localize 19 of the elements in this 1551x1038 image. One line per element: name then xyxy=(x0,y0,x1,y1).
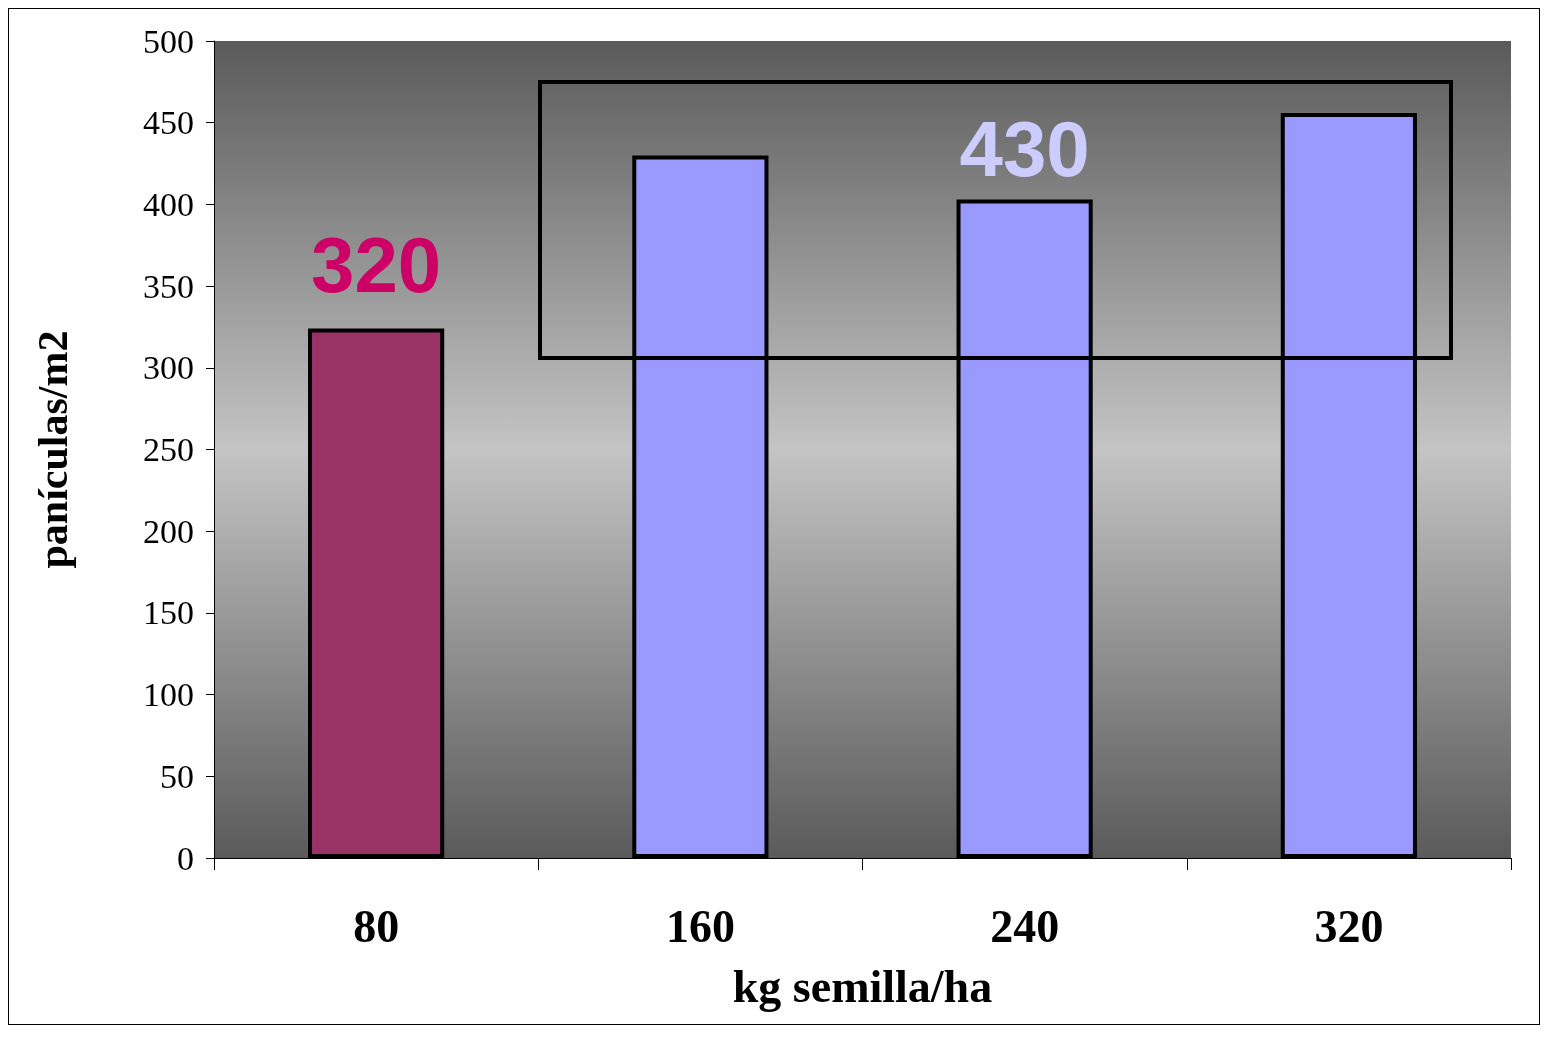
y-tick-label: 150 xyxy=(143,594,194,632)
x-tick-label: 160 xyxy=(665,900,735,952)
x-axis-title: kg semilla/ha xyxy=(732,960,993,1012)
y-tick-label: 50 xyxy=(160,757,194,795)
y-tick-label: 250 xyxy=(143,431,194,468)
y-tick-label: 300 xyxy=(143,349,194,387)
x-tick-label: 80 xyxy=(353,900,400,952)
annotation: 430 xyxy=(959,104,1090,193)
x-tick-label: 320 xyxy=(1314,900,1384,952)
annotation: 320 xyxy=(311,220,442,309)
y-tick-label: 200 xyxy=(143,512,194,550)
y-tick-label: 450 xyxy=(143,104,194,142)
y-axis-title: panículas/m2 xyxy=(30,330,76,569)
y-tick-label: 400 xyxy=(143,185,194,223)
y-tick-label: 0 xyxy=(177,839,194,877)
y-tick-label: 500 xyxy=(143,22,194,60)
x-tick-label: 240 xyxy=(990,900,1060,952)
y-tick-label: 350 xyxy=(143,267,194,305)
y-tick-label: 100 xyxy=(143,676,194,714)
